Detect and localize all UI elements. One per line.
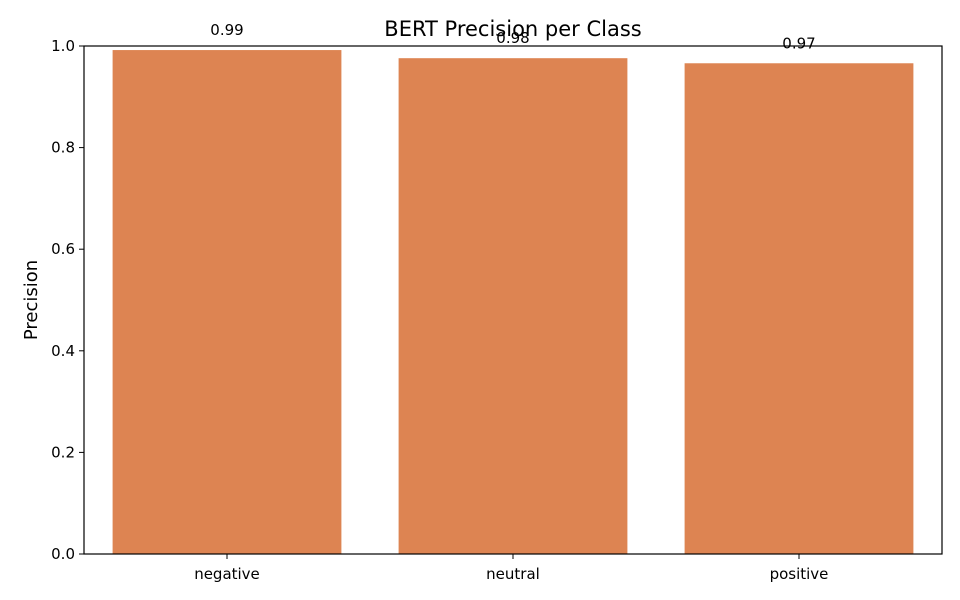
bar-negative [112,50,342,555]
y-tick-label: 0.0 [51,545,75,563]
x-tick-label-negative: negative [194,565,260,583]
data-label-negative: 0.99 [210,21,243,39]
data-labels-group: 0.99 0.98 0.97 [210,21,815,52]
x-tick-label-neutral: neutral [486,565,540,583]
y-tick-label: 0.2 [51,443,75,461]
y-axis: 0.0 0.2 0.4 0.6 0.8 1.0 [51,37,84,563]
y-tick-label: 0.4 [51,342,75,360]
y-tick-label: 0.6 [51,240,75,258]
bar-positive [684,63,914,554]
plot-frame [83,45,943,555]
bars-group [112,50,914,555]
y-tick-label: 1.0 [51,37,75,55]
chart-title: BERT Precision per Class [384,17,641,41]
x-tick-label-positive: positive [770,565,829,583]
y-tick-label: 0.8 [51,139,75,157]
data-label-neutral: 0.98 [496,29,529,47]
bar-neutral [398,58,628,554]
data-label-positive: 0.97 [782,34,815,52]
x-axis: negative neutral positive [194,554,828,583]
y-axis-label: Precision [21,260,42,340]
